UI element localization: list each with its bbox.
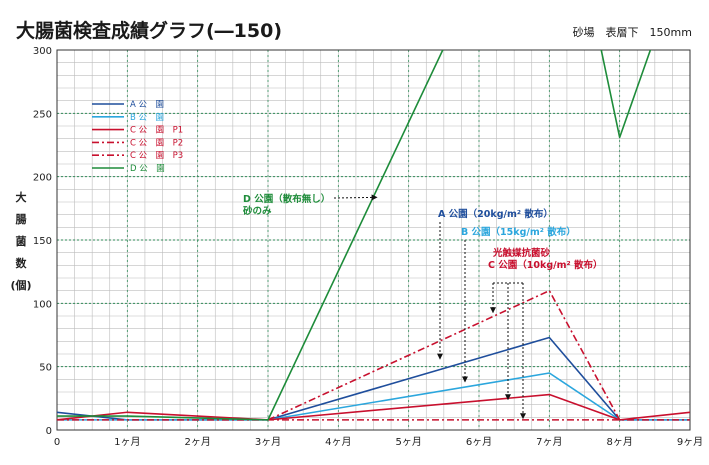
x-tick-label: 7ヶ月 — [536, 436, 562, 448]
legend-entry: C 公 園 P2 — [130, 138, 183, 148]
legend-entry: D 公 園 — [130, 164, 165, 174]
x-tick-label: 1ヶ月 — [114, 436, 140, 448]
y-axis-label-char: (個) — [10, 278, 31, 292]
legend-entry: C 公 園 P1 — [130, 126, 183, 136]
y-tick-label: 100 — [33, 299, 52, 310]
annotation-text: 砂のみ — [243, 205, 272, 217]
y-axis-label-char: 数 — [16, 256, 28, 270]
annotation-text: 光触媒抗菌砂 — [492, 247, 551, 259]
y-axis-label-char: 大 — [16, 190, 27, 204]
series-line — [57, 393, 690, 421]
x-tick-label: 2ヶ月 — [184, 436, 210, 448]
x-tick-label: 8ヶ月 — [606, 436, 632, 448]
annotations: D 公園（散布無し）砂のみ A 公園（20kg/m² 散布） B 公園（15kg/m… — [243, 193, 602, 420]
series-line — [57, 50, 652, 421]
axes: 0 50 100 150 200 250 300 0 1ヶ月 2ヶ月 3ヶ月 4ヶ月 5ヶ月 6ヶ月 7ヶ月… — [10, 46, 703, 448]
x-tick-label: 3ヶ月 — [255, 436, 281, 448]
y-tick-label: 50 — [39, 363, 52, 374]
series-line — [267, 289, 621, 421]
chart-title: 大腸菌検査成績グラフ(―150) — [16, 19, 282, 42]
series-lines — [57, 50, 690, 421]
x-tick-label: 4ヶ月 — [325, 436, 351, 448]
legend-entry: B 公 園 — [130, 113, 164, 123]
legend-entry: C 公 園 P3 — [130, 151, 183, 161]
y-axis-label-char: 菌 — [16, 234, 27, 248]
y-axis-label-char: 腸 — [16, 213, 27, 226]
annotation-text: D 公園（散布無し） — [243, 193, 330, 205]
y-tick-label: 300 — [33, 46, 52, 57]
x-tick-label: 9ヶ月 — [677, 436, 703, 448]
legend: A 公 園 B 公 園 C 公 園 P1 C 公 園 P2 C 公 園 P3 D 公 園 — [92, 100, 183, 174]
y-tick-label: 0 — [46, 426, 52, 437]
annotation-text: B 公園（15kg/m² 散布） — [461, 226, 576, 238]
annotation-text: A 公園（20kg/m² 散布） — [438, 208, 553, 220]
plot-frame — [56, 49, 691, 431]
annotation-text: C 公園（10kg/m² 散布） — [488, 259, 602, 271]
y-tick-label: 200 — [33, 173, 52, 184]
y-tick-label: 150 — [33, 236, 52, 247]
y-tick-label: 250 — [33, 109, 52, 120]
x-tick-label: 0 — [54, 437, 60, 448]
chart-subtitle: 砂場 表層下 150mm — [573, 25, 692, 39]
annotation-arrow — [333, 194, 378, 201]
x-tick-label: 5ヶ月 — [395, 436, 421, 448]
x-tick-label: 6ヶ月 — [466, 436, 492, 448]
legend-entry: A 公 園 — [130, 100, 164, 110]
